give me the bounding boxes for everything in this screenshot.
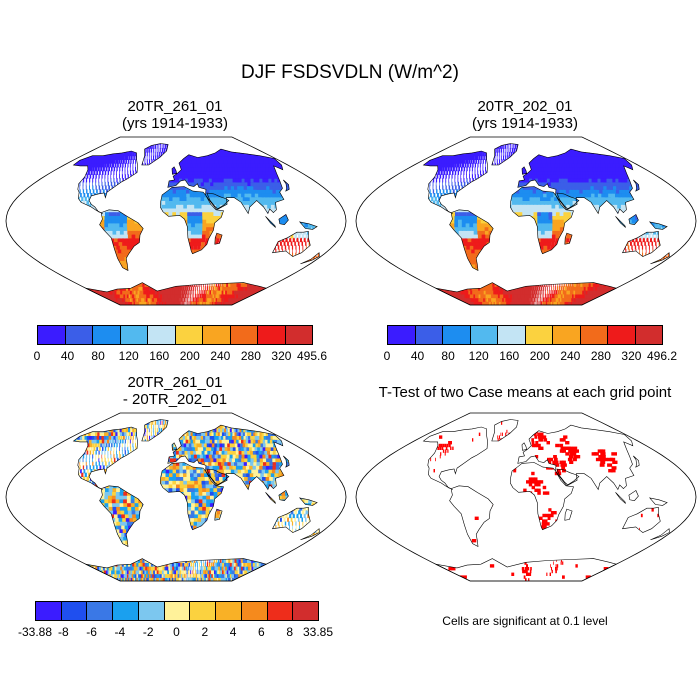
colorbar-tick-label: 160 <box>499 349 520 363</box>
panel-case2-title-line2: (yrs 1914-1933) <box>472 115 578 132</box>
colorbar-swatch <box>257 325 286 345</box>
colorbar-tick-label: -4 <box>114 625 126 639</box>
coastlines <box>422 143 670 306</box>
colorbar-tick-label: 33.85 <box>302 625 334 639</box>
colorbar-tick-label: 0 <box>173 625 180 639</box>
colorbar-tick-label: 160 <box>149 349 170 363</box>
map-panel-difference <box>5 412 347 582</box>
colorbar-swatch <box>469 325 498 345</box>
colorbar-tick-label: 80 <box>441 349 455 363</box>
panel-ttest-title-line1: T-Test of two Case means at each grid po… <box>378 384 672 401</box>
colorbar-swatch <box>64 325 93 345</box>
colorbar-swatch <box>35 601 62 621</box>
colorbar-swatch <box>266 601 294 621</box>
colorbar-tick-label: 240 <box>210 349 231 363</box>
colorbar-swatch <box>579 325 608 345</box>
colorbar-swatch <box>189 601 217 621</box>
coastlines <box>72 419 320 582</box>
map-frame <box>5 412 347 582</box>
panel-case2-title-line1: 20TR_202_01 <box>477 98 573 115</box>
colorbar-swatch <box>552 325 581 345</box>
map-frame <box>355 412 697 582</box>
colorbar-swatch <box>229 325 258 345</box>
colorbar-swatch <box>163 601 191 621</box>
colorbar-tick-label: 4 <box>229 625 237 639</box>
colorbar-tick-label: -2 <box>142 625 154 639</box>
significance-footnote: Cells are significant at 0.1 level <box>442 614 608 628</box>
colorbar-swatch <box>92 325 121 345</box>
panel-title-case1: 20TR_261_01 (yrs 1914-1933) <box>25 98 325 132</box>
colorbar-tick-label: 280 <box>590 349 611 363</box>
colorbar-swatch <box>524 325 553 345</box>
colorbar-swatch <box>497 325 526 345</box>
colorbar-tick-label: 495.6 <box>296 349 328 363</box>
colorbar-swatch <box>37 325 66 345</box>
colorbar-tick-label: 280 <box>240 349 261 363</box>
map-frame <box>355 136 697 306</box>
map-boundary <box>356 137 696 305</box>
colorbar-swatch <box>442 325 471 345</box>
colorbar-swatch <box>284 325 313 345</box>
colorbar-case1: 0 40 80 120 160 200 240 280 320 495.6 <box>33 325 327 365</box>
colorbar-tick-label: 120 <box>468 349 489 363</box>
map-boundary <box>6 137 346 305</box>
colorbar-swatch <box>215 601 242 621</box>
colorbar-tick-label: 40 <box>60 349 75 363</box>
colorbar-tick-label: -8 <box>57 625 69 639</box>
colorbar-swatch <box>119 325 148 345</box>
colorbar-swatch <box>147 325 176 345</box>
panel-diff-title-line1: 20TR_261_01 <box>127 374 223 391</box>
panel-case1-title-line1: 20TR_261_01 <box>127 98 223 115</box>
colorbar-swatch <box>137 601 165 621</box>
map-panel-case1 <box>5 136 347 306</box>
panel-case1-title-line2: (yrs 1914-1933) <box>122 115 228 132</box>
colorbar-tick-label: 80 <box>91 349 105 363</box>
map-boundary <box>356 413 696 581</box>
colorbar-swatch <box>414 325 443 345</box>
panel-title-diff: 20TR_261_01 - 20TR_202_01 <box>25 374 325 408</box>
colorbar-tick-label: 320 <box>621 349 642 363</box>
colorbar-swatch <box>607 325 636 345</box>
colorbar-swatch <box>240 601 268 621</box>
colorbar-tick-label: 0 <box>383 349 391 363</box>
map-panel-case2 <box>355 136 697 306</box>
colorbar-tick-label: 8 <box>286 625 294 639</box>
map-boundary <box>6 413 346 581</box>
colorbar-tick-label: 320 <box>271 349 292 363</box>
colorbar-swatch <box>60 601 88 621</box>
colorbar-tick-label: 496.2 <box>646 349 678 363</box>
coastlines <box>422 419 670 582</box>
colorbar-tick-label: 120 <box>118 349 139 363</box>
map-panel-ttest <box>355 412 697 582</box>
colorbar-tick-label: 200 <box>179 349 200 363</box>
colorbar-tick-label: 40 <box>410 349 425 363</box>
colorbar-tick-label: -33.88 <box>17 625 53 639</box>
colorbar-tick-label: 6 <box>258 625 265 639</box>
panel-diff-title-line2: - 20TR_202_01 <box>122 391 228 408</box>
panel-title-ttest: T-Test of two Case means at each grid po… <box>350 384 700 401</box>
colorbar-difference: -33.88 -8 -6 -4 -2 0 2 4 6 8 33.85 <box>18 601 333 641</box>
colorbar-case2: 0 40 80 120 160 200 240 280 320 496.2 <box>383 325 677 365</box>
colorbar-swatch <box>387 325 416 345</box>
colorbar-swatch <box>112 601 139 621</box>
colorbar-tick-label: 200 <box>529 349 550 363</box>
colorbar-swatch <box>292 601 319 621</box>
colorbar-tick-label: 0 <box>33 349 41 363</box>
colorbar-tick-label: 240 <box>560 349 581 363</box>
colorbar-tick-label: -6 <box>86 625 97 639</box>
colorbar-swatch <box>86 601 114 621</box>
colorbar-tick-label: 2 <box>201 625 209 639</box>
map-frame <box>5 136 347 306</box>
panel-title-case2: 20TR_202_01 (yrs 1914-1933) <box>375 98 675 132</box>
colorbar-swatch <box>202 325 231 345</box>
coastlines <box>72 143 320 306</box>
colorbar-swatch <box>634 325 663 345</box>
figure-title: DJF FSDSVDLN (W/m^2) <box>241 62 459 83</box>
colorbar-swatch <box>174 325 203 345</box>
